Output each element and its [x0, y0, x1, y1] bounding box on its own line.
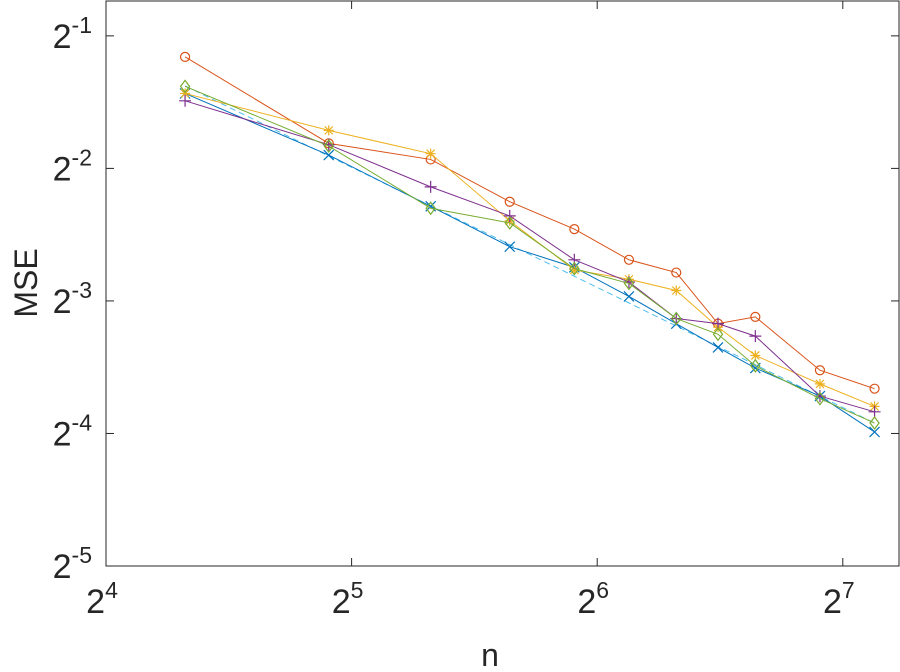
- x-tick-label: 26: [577, 577, 609, 621]
- marker-asterisk: [814, 378, 825, 389]
- y-axis-label: MSE: [8, 248, 44, 317]
- x-tick-label-exponent: 6: [596, 577, 609, 603]
- y-tick-label-exponent: -5: [72, 542, 92, 568]
- y-tick-label-base: 2: [53, 415, 72, 453]
- y-tick-label: 2-4: [53, 409, 93, 453]
- marker-diamond: [712, 327, 724, 342]
- marker-plus: [179, 94, 192, 107]
- y-tick-label-base: 2: [53, 18, 72, 56]
- y-tick-label-base: 2: [53, 150, 72, 188]
- marker-asterisk: [750, 350, 761, 361]
- marker-plus: [568, 253, 581, 266]
- y-tick-label-exponent: -3: [72, 277, 92, 303]
- series-line: [184, 56, 875, 390]
- y-tick-label: 2-1: [53, 12, 92, 56]
- marker-circle: [623, 254, 635, 265]
- marker-diamond: [671, 311, 682, 326]
- x-tick-label-base: 2: [86, 583, 105, 621]
- x-tick-label-base: 2: [577, 583, 596, 621]
- y-tick-label-exponent: -4: [72, 409, 93, 435]
- marker-asterisk: [180, 88, 191, 99]
- marker-asterisk: [569, 264, 580, 275]
- marker-asterisk: [425, 148, 436, 159]
- y-tick-label-base: 2: [53, 283, 72, 321]
- marker-plus: [424, 180, 437, 193]
- x-tick-label: 24: [86, 577, 118, 621]
- marker-x: [712, 342, 724, 353]
- marker-asterisk: [671, 285, 682, 296]
- y-tick-label-base: 2: [53, 548, 72, 586]
- marker-x: [504, 241, 516, 253]
- marker-circle: [671, 267, 682, 278]
- marker-diamond: [179, 79, 191, 94]
- axis-ticks: [105, 1, 899, 567]
- y-tick-label: 2-2: [53, 144, 92, 188]
- marker-plus: [868, 405, 881, 418]
- x-tick-label-base: 2: [823, 583, 842, 621]
- marker-diamond: [323, 139, 334, 154]
- marker-x: [869, 426, 880, 438]
- y-tick-label-exponent: -1: [72, 12, 92, 38]
- marker-circle: [869, 383, 880, 394]
- marker-circle: [569, 223, 580, 235]
- marker-asterisk: [323, 125, 334, 136]
- x-tick-label: 25: [332, 577, 364, 621]
- marker-circle: [750, 311, 761, 322]
- marker-x: [623, 290, 635, 302]
- marker-diamond: [569, 261, 580, 276]
- series-line: [184, 85, 875, 424]
- axis-tick-labels: 24 25 26 272-52-42-32-22-1: [53, 12, 855, 621]
- marker-circle: [814, 365, 826, 376]
- x-tick-label: 27: [823, 577, 855, 621]
- marker-circle: [504, 196, 515, 207]
- y-tick-label-exponent: -2: [72, 144, 92, 170]
- y-tick-label: 2-5: [53, 542, 92, 586]
- series-5: [179, 79, 880, 431]
- marker-diamond: [425, 201, 436, 216]
- marker-circle: [179, 51, 191, 62]
- x-tick-label-exponent: 7: [842, 577, 855, 603]
- y-tick-label: 2-3: [53, 277, 92, 321]
- marker-diamond: [750, 358, 761, 373]
- x-tick-label-base: 2: [332, 583, 351, 621]
- marker-diamond: [869, 416, 880, 431]
- marker-diamond: [623, 276, 635, 291]
- marker-diamond: [504, 215, 515, 230]
- marker-plus: [749, 330, 762, 343]
- marker-diamond: [814, 391, 826, 406]
- reference-line: [184, 85, 875, 424]
- marker-x: [323, 149, 335, 161]
- series-layer: [179, 51, 881, 438]
- plot-area: [105, 0, 900, 567]
- x-axis-label: n: [481, 637, 499, 672]
- x-tick-label-exponent: 5: [351, 577, 364, 603]
- x-tick-label-exponent: 4: [105, 577, 118, 603]
